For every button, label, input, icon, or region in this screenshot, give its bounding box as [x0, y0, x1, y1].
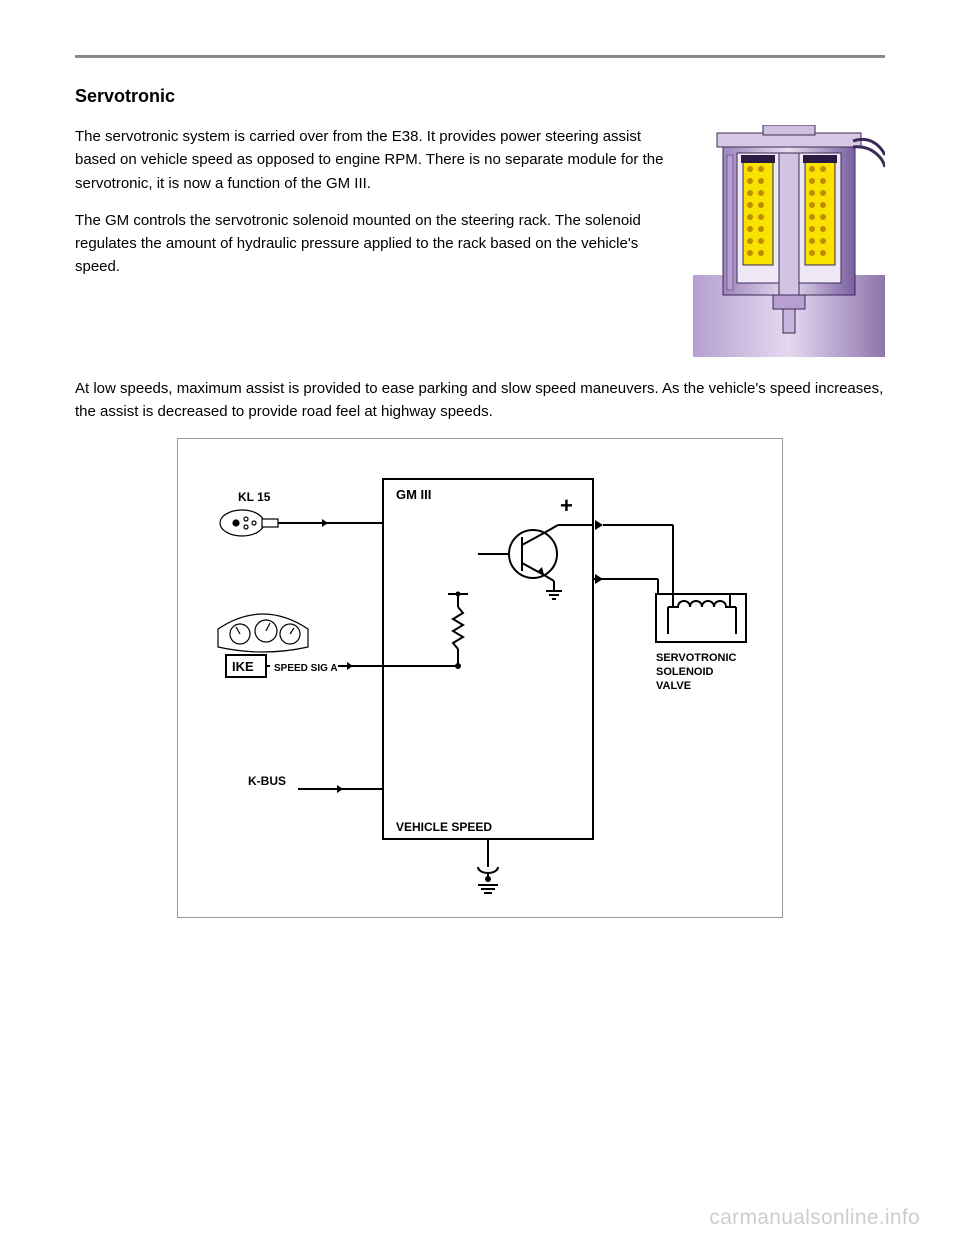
speed-sig-label: SPEED SIG A [274, 663, 338, 674]
paragraph-2: The GM controls the servotronic solenoid… [75, 209, 671, 279]
solenoid-label-1: SERVOTRONIC [656, 652, 737, 664]
plus-symbol: + [560, 493, 573, 518]
paragraph-1: The servotronic system is carried over f… [75, 125, 671, 195]
paragraph-3: At low speeds, maximum assist is provide… [75, 377, 885, 424]
intro-text: The servotronic system is carried over f… [75, 125, 671, 357]
solenoid-label-3: VALVE [656, 680, 691, 692]
key-fob-icon [220, 510, 278, 536]
gm3-label: GM III [396, 487, 431, 502]
ike-label: IKE [232, 659, 254, 674]
kbus-label: K-BUS [248, 774, 286, 788]
page: Servotronic The servotronic system is ca… [0, 0, 960, 1242]
kl15-label: KL 15 [238, 490, 271, 504]
solenoid-illustration [693, 125, 885, 357]
watermark: carmanualsonline.info [709, 1206, 920, 1230]
paragraph-3-wrap: At low speeds, maximum assist is provide… [75, 377, 885, 424]
instrument-cluster-icon [218, 614, 308, 652]
wiring-diagram: GM III VEHICLE SPEED KL 15 [177, 438, 783, 918]
section-heading: Servotronic [75, 86, 885, 107]
header-divider [75, 55, 885, 58]
solenoid-label-2: SOLENOID [656, 666, 714, 678]
vehicle-speed-label: VEHICLE SPEED [396, 820, 492, 834]
content-row: The servotronic system is carried over f… [75, 125, 885, 357]
